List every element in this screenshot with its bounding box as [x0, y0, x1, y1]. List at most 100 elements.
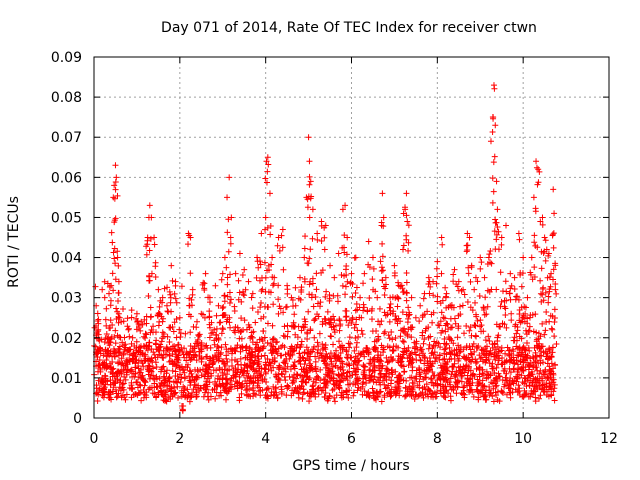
- data-point: [501, 297, 508, 304]
- data-point: [307, 195, 314, 202]
- data-point: [327, 350, 334, 357]
- data-point: [472, 332, 479, 339]
- data-point: [550, 276, 557, 283]
- data-point: [540, 359, 547, 366]
- data-point: [381, 292, 388, 299]
- data-point: [149, 329, 156, 336]
- data-point: [215, 372, 222, 379]
- data-point: [410, 380, 417, 387]
- data-point: [539, 291, 546, 298]
- data-point: [461, 383, 468, 390]
- data-point: [454, 334, 461, 341]
- data-point: [382, 285, 389, 292]
- data-point: [531, 273, 538, 280]
- data-point: [280, 359, 287, 366]
- data-point: [152, 273, 159, 280]
- data-point: [278, 383, 285, 390]
- data-point: [526, 314, 533, 321]
- data-point: [406, 311, 413, 318]
- data-point: [461, 330, 468, 337]
- data-point: [435, 321, 442, 328]
- data-point: [267, 362, 274, 369]
- data-point: [268, 367, 275, 374]
- data-point: [407, 324, 414, 331]
- data-point: [379, 277, 386, 283]
- data-point: [409, 388, 416, 395]
- data-point: [190, 386, 197, 393]
- data-point: [361, 270, 368, 277]
- data-point: [482, 359, 489, 366]
- data-point: [322, 371, 329, 378]
- data-point: [374, 294, 381, 301]
- data-point: [494, 206, 501, 213]
- data-point: [302, 233, 309, 240]
- data-point: [249, 384, 256, 391]
- data-point: [271, 391, 278, 398]
- data-point: [351, 254, 358, 261]
- data-point: [462, 355, 469, 362]
- data-point: [213, 325, 220, 332]
- data-point: [148, 214, 155, 221]
- data-point: [450, 271, 457, 278]
- data-point: [113, 305, 120, 312]
- data-point: [394, 379, 401, 386]
- data-point: [537, 277, 544, 284]
- data-point: [375, 352, 382, 359]
- data-point: [303, 379, 310, 386]
- data-point: [219, 370, 226, 377]
- data-point: [312, 294, 319, 301]
- data-point: [298, 366, 305, 373]
- data-point: [386, 335, 393, 342]
- data-point: [497, 323, 504, 330]
- data-point: [123, 357, 130, 364]
- data-point: [307, 393, 314, 400]
- data-point: [398, 358, 405, 365]
- data-point: [121, 342, 128, 349]
- data-point: [371, 363, 378, 370]
- data-point: [186, 398, 193, 405]
- data-point: [484, 287, 491, 294]
- data-point: [188, 370, 195, 377]
- data-point: [406, 383, 413, 390]
- data-point: [224, 293, 231, 300]
- data-point: [356, 357, 363, 364]
- data-point: [360, 369, 367, 376]
- data-point: [491, 228, 498, 235]
- data-point: [486, 360, 493, 367]
- data-point: [306, 255, 313, 262]
- data-point: [263, 179, 270, 186]
- y-tick-labels: 0 0.01 0.02 0.03 0.04 0.05 0.06 0.07 0.08 0.09: [51, 50, 82, 427]
- data-point: [552, 262, 559, 269]
- data-point: [536, 382, 543, 389]
- data-point: [340, 367, 347, 374]
- data-point: [326, 373, 333, 380]
- data-point: [433, 355, 440, 362]
- data-point: [461, 291, 468, 298]
- data-point: [494, 223, 501, 230]
- data-point: [395, 353, 402, 360]
- data-point: [415, 393, 422, 400]
- data-point: [120, 306, 127, 313]
- data-point: [106, 290, 113, 297]
- data-point: [257, 372, 264, 379]
- data-point: [315, 384, 322, 391]
- data-point: [275, 282, 282, 289]
- data-point: [357, 294, 364, 301]
- data-point: [448, 386, 455, 393]
- data-point: [451, 347, 458, 354]
- y-tick-label: 0.03: [51, 291, 82, 307]
- data-point: [514, 389, 521, 396]
- data-point: [188, 302, 195, 309]
- data-point: [237, 348, 244, 355]
- data-point: [241, 317, 248, 324]
- data-point: [112, 276, 119, 283]
- data-point: [256, 277, 263, 284]
- data-point: [518, 283, 525, 290]
- data-point: [202, 386, 209, 393]
- data-point: [152, 341, 159, 348]
- data-point: [167, 291, 174, 298]
- data-point: [187, 349, 194, 356]
- data-point: [349, 372, 356, 379]
- data-point: [498, 361, 505, 368]
- data-point: [478, 322, 485, 329]
